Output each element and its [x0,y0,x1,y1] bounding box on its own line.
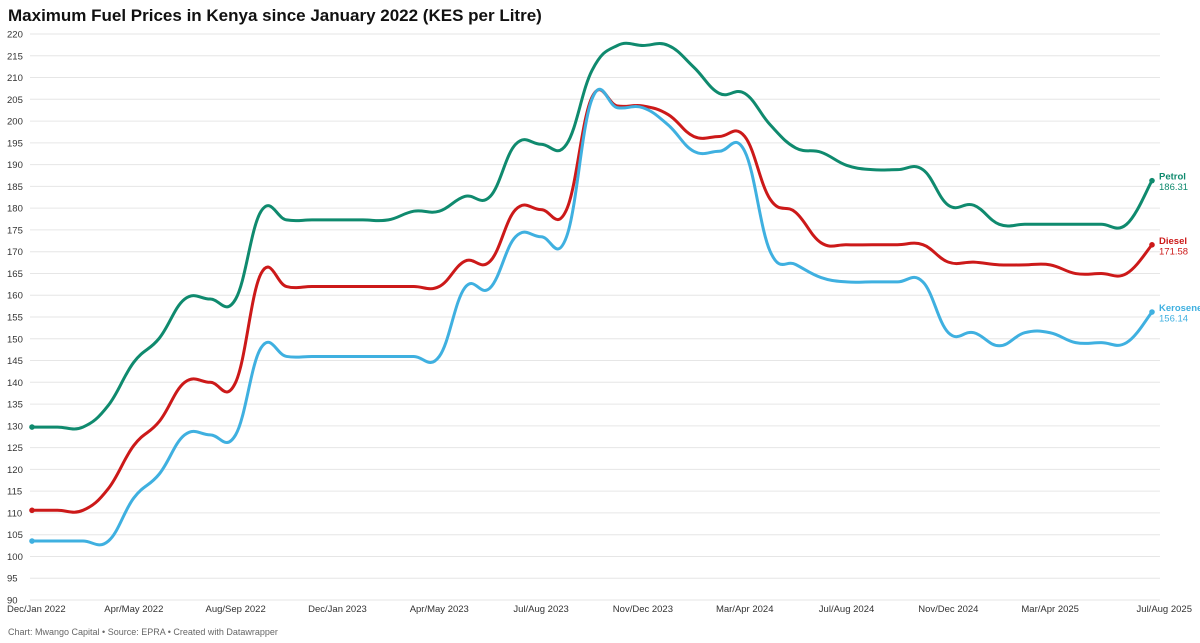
y-tick-label: 170 [7,247,23,258]
x-axis-ticks: Dec/Jan 2022 Apr/May 2022 Aug/Sep 2022 Dec/… [7,604,1192,615]
diesel-end-value: 171.58 [1159,246,1188,257]
y-tick-label: 115 [7,487,22,498]
kerosene-end-point [1149,309,1155,315]
x-tick-label: Jul/Aug 2024 [819,604,874,615]
x-tick-label: Mar/Apr 2025 [1021,604,1079,615]
y-tick-label: 150 [7,334,23,345]
y-tick-label: 105 [7,530,23,541]
x-tick-label: Dec/Jan 2022 [7,604,66,615]
y-tick-label: 165 [7,269,23,280]
y-tick-label: 185 [7,182,23,193]
y-tick-label: 130 [7,421,23,432]
x-tick-label: Nov/Dec 2023 [613,604,673,615]
diesel-start-point [29,507,35,514]
diesel-series-name: Diesel [1159,236,1187,247]
diesel-series-line [30,88,1154,514]
y-tick-label: 155 [7,313,23,324]
y-tick-label: 195 [7,138,23,149]
x-tick-label: Jul/Aug 2025 [1137,604,1192,615]
x-tick-label: Aug/Sep 2022 [206,604,266,615]
y-tick-label: 100 [7,552,23,563]
y-axis-ticks: 90 95 100 105 110 115 120 125 130 135 140 145 150 155… [7,30,23,607]
x-tick-label: Apr/May 2022 [104,604,163,615]
x-tick-label: Apr/May 2023 [410,604,469,615]
y-tick-label: 215 [7,51,23,62]
chart-title: Maximum Fuel Prices in Kenya since Janua… [8,6,542,25]
y-tick-label: 160 [7,291,23,302]
petrol-start-point [29,424,35,430]
petrol-series-name: Petrol [1159,172,1186,183]
kerosene-start-point [29,538,35,544]
y-tick-label: 200 [7,117,23,128]
x-tick-label: Nov/Dec 2024 [918,604,978,615]
petrol-series-line [30,41,1154,431]
petrol-end-point [1149,177,1155,184]
chart-footer: Chart: Mwango Capital • Source: EPRA • C… [8,627,278,637]
series-layer [29,41,1155,547]
y-tick-label: 190 [7,160,23,171]
grid-layer [30,33,1160,601]
y-tick-label: 180 [7,204,23,215]
y-tick-label: 210 [7,73,23,84]
y-tick-label: 120 [7,465,23,476]
y-tick-label: 145 [7,356,23,367]
x-tick-label: Mar/Apr 2024 [716,604,774,615]
diesel-end-point [1149,242,1155,248]
y-tick-label: 135 [7,400,23,411]
y-tick-label: 175 [7,225,23,236]
y-tick-label: 140 [7,378,23,389]
y-tick-label: 125 [7,443,23,454]
y-tick-label: 90 [7,596,18,607]
kerosene-end-value: 156.14 [1159,314,1188,325]
kerosene-series-line [30,87,1154,547]
y-tick-label: 205 [7,95,23,106]
y-tick-label: 110 [7,508,22,519]
x-tick-label: Dec/Jan 2023 [308,604,367,615]
y-tick-label: 220 [7,30,23,41]
kerosene-series-name: Kerosene [1159,303,1200,314]
petrol-end-value: 186.31 [1159,182,1188,193]
x-tick-label: Jul/Aug 2023 [513,604,568,615]
y-tick-label: 95 [7,574,18,585]
